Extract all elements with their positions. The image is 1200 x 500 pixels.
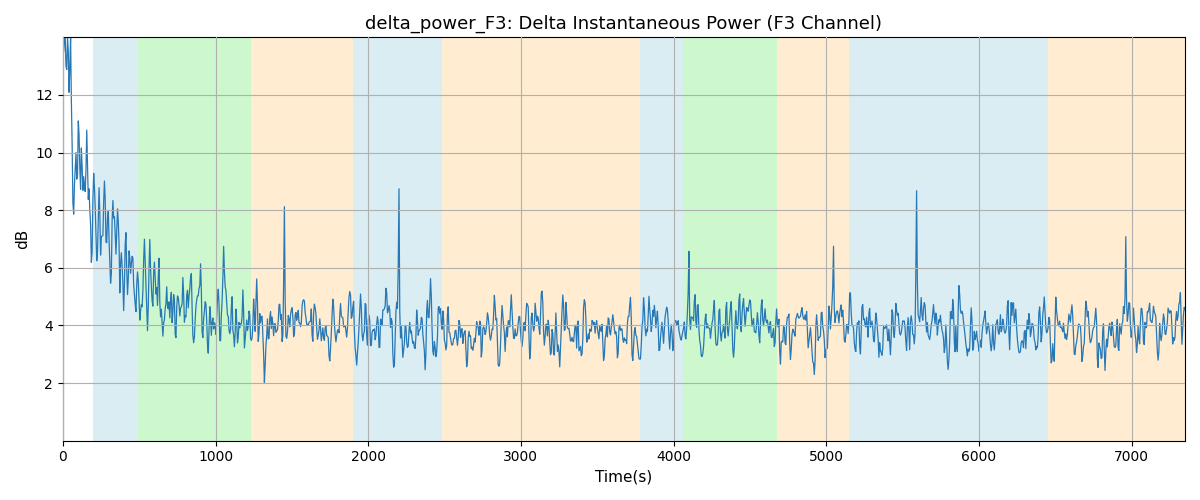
Bar bbox=[1048, 38, 1184, 440]
Bar bbox=[251, 38, 353, 440]
Bar bbox=[442, 38, 640, 440]
Title: delta_power_F3: Delta Instantaneous Power (F3 Channel): delta_power_F3: Delta Instantaneous Powe… bbox=[366, 15, 882, 34]
Bar bbox=[353, 38, 442, 440]
Y-axis label: dB: dB bbox=[16, 229, 30, 249]
Bar bbox=[683, 38, 778, 440]
X-axis label: Time(s): Time(s) bbox=[595, 470, 653, 485]
Bar bbox=[640, 38, 683, 440]
Bar bbox=[94, 38, 138, 440]
Bar bbox=[138, 38, 251, 440]
Bar bbox=[850, 38, 1048, 440]
Bar bbox=[778, 38, 850, 440]
